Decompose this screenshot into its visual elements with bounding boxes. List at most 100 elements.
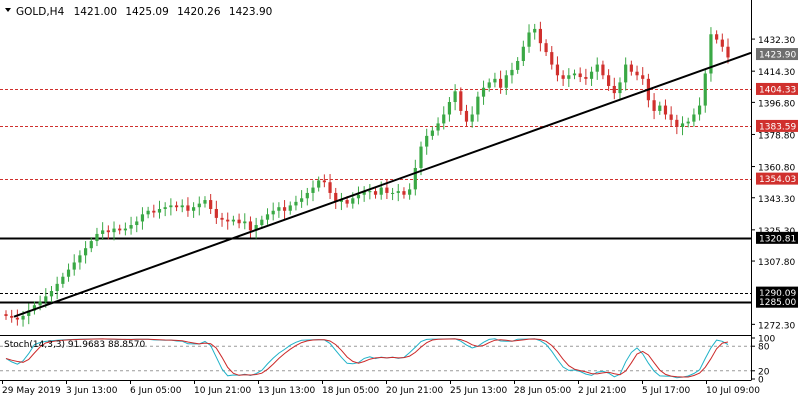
trendline[interactable] bbox=[13, 51, 752, 318]
svg-text:1290.09: 1290.09 bbox=[759, 289, 796, 299]
candle bbox=[498, 70, 503, 94]
y-tick-label: 1414.30 bbox=[758, 68, 795, 78]
candle bbox=[584, 68, 588, 85]
svg-text:GOLD,H4 1421.00 14: GOLD,H4 1421.00 1425.09 1420.26 1423.90 bbox=[16, 6, 272, 18]
candle bbox=[101, 222, 105, 241]
candle bbox=[618, 77, 622, 101]
stoch-label: Stoch(14,3,3) 91.9683 88.8570 bbox=[4, 340, 145, 350]
candle bbox=[282, 200, 287, 219]
candle bbox=[521, 40, 525, 66]
candle bbox=[89, 237, 93, 253]
stoch-tick-label: 20 bbox=[758, 367, 770, 377]
svg-text:1404.33: 1404.33 bbox=[759, 85, 796, 95]
candle bbox=[322, 174, 326, 188]
candle bbox=[271, 202, 275, 221]
candle bbox=[311, 180, 315, 202]
candle bbox=[464, 104, 469, 127]
candle bbox=[413, 159, 417, 196]
candle bbox=[186, 197, 190, 217]
high-value: 1425.09 bbox=[125, 6, 168, 18]
candle bbox=[680, 116, 685, 136]
candle bbox=[4, 310, 8, 320]
candle bbox=[624, 57, 628, 91]
candle bbox=[112, 221, 116, 241]
symbol-label: GOLD,H4 bbox=[16, 6, 65, 18]
candle bbox=[78, 250, 82, 270]
candle bbox=[396, 184, 400, 202]
candle bbox=[612, 77, 616, 100]
candle bbox=[300, 190, 304, 208]
candle bbox=[27, 303, 31, 325]
candle bbox=[510, 62, 514, 84]
x-tick-label: 13 Jun 13:00 bbox=[258, 386, 315, 396]
candle bbox=[601, 60, 605, 80]
candle bbox=[578, 67, 582, 83]
x-tick-label: 25 Jun 13:00 bbox=[450, 386, 507, 396]
candle bbox=[226, 212, 230, 230]
candle bbox=[663, 99, 668, 120]
candle bbox=[675, 114, 679, 135]
candle bbox=[533, 23, 537, 40]
candle bbox=[214, 200, 218, 224]
price-tag: 1383.59 bbox=[756, 119, 798, 132]
candle bbox=[129, 216, 133, 235]
x-tick-label: 3 Jun 13:00 bbox=[66, 386, 118, 396]
candle bbox=[709, 27, 713, 82]
price-tags: 1404.33 1383.59 1354.03 1320.81 1290.091285.… bbox=[756, 48, 798, 308]
candle bbox=[715, 30, 719, 44]
candle bbox=[243, 213, 247, 230]
candle bbox=[589, 66, 594, 86]
candle bbox=[106, 225, 110, 240]
candle bbox=[373, 187, 378, 199]
candle bbox=[163, 202, 167, 217]
time-axis: 29 May 2019 3 Jun 13:00 6 Jun 05:00 10 Jun … bbox=[2, 380, 760, 396]
candle bbox=[408, 183, 412, 200]
candle bbox=[635, 65, 639, 81]
candle bbox=[83, 241, 88, 264]
candle bbox=[334, 187, 338, 209]
candle bbox=[118, 224, 122, 235]
candle bbox=[544, 39, 548, 57]
candle bbox=[15, 309, 19, 326]
candle bbox=[481, 80, 486, 105]
x-tick-label: 10 Jun 21:00 bbox=[194, 386, 251, 396]
candle bbox=[169, 198, 173, 216]
stoch-tick-label: 0 bbox=[758, 376, 764, 386]
candle bbox=[61, 272, 65, 288]
y-tick-label: 1360.80 bbox=[758, 164, 795, 174]
dropdown-triangle-icon[interactable] bbox=[5, 8, 11, 12]
open-value: 1421.00 bbox=[74, 6, 117, 18]
candle bbox=[157, 200, 162, 219]
candle bbox=[260, 215, 264, 229]
price-tag: 1404.33 bbox=[756, 82, 798, 95]
candle bbox=[720, 33, 724, 52]
candle bbox=[595, 57, 599, 80]
x-tick-label: 5 Jul 17:00 bbox=[642, 386, 691, 396]
x-tick-label: 10 Jul 09:00 bbox=[706, 386, 760, 396]
price-axis: 1432.30 1414.30 1396.80 1378.80 1360.80 1343.… bbox=[751, 36, 795, 331]
candle bbox=[66, 263, 71, 282]
candle bbox=[254, 217, 258, 239]
candle bbox=[10, 309, 14, 323]
candle bbox=[265, 208, 270, 225]
candle bbox=[32, 301, 37, 315]
candle bbox=[72, 254, 76, 276]
candle bbox=[305, 187, 309, 206]
candle bbox=[192, 202, 196, 218]
candle bbox=[555, 56, 560, 82]
horizontal-levels[interactable] bbox=[0, 89, 751, 304]
candle bbox=[436, 117, 440, 136]
stoch-tick-label: 100 bbox=[758, 335, 775, 345]
svg-text:1320.81: 1320.81 bbox=[759, 234, 796, 244]
svg-text:1383.59: 1383.59 bbox=[759, 122, 796, 132]
x-tick-label: 20 Jun 21:00 bbox=[386, 386, 443, 396]
stoch-signal-line bbox=[5, 338, 729, 378]
candles bbox=[4, 21, 730, 327]
price-tag: 1290.09 bbox=[756, 286, 798, 299]
candle bbox=[209, 194, 213, 214]
candle bbox=[390, 187, 395, 201]
candle bbox=[658, 101, 662, 115]
x-tick-label: 2 Jul 21:00 bbox=[578, 386, 627, 396]
